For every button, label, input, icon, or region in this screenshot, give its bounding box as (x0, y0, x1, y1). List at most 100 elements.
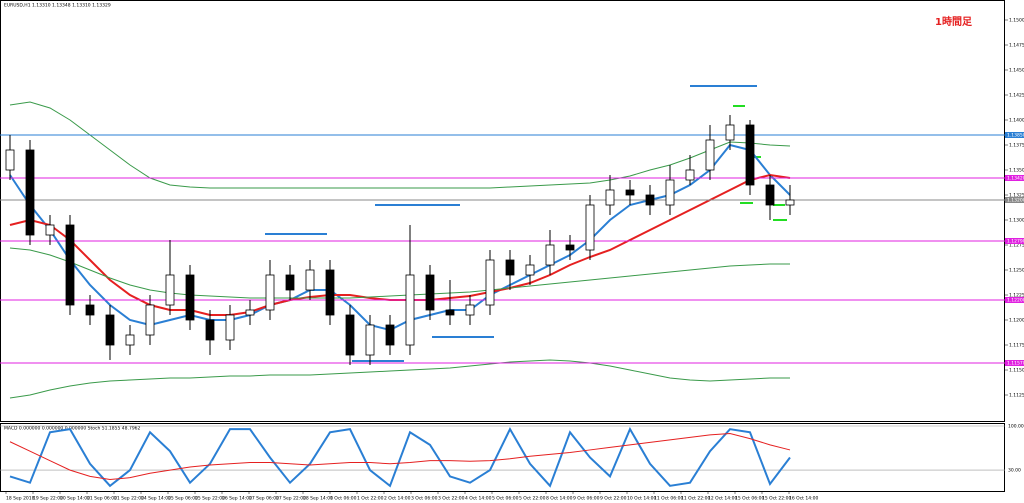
y-tick-label: 1.14250 (1009, 93, 1024, 99)
candle-body (665, 179, 675, 206)
price-label-box (1005, 175, 1024, 181)
x-tick-label: 27 Sep 06:00 (249, 496, 279, 502)
drawn-segments (265, 85, 787, 362)
candle-body (305, 269, 315, 291)
price-label: 1.13200 (1007, 198, 1024, 204)
candle-body (645, 194, 655, 206)
price-label: 1.12200 (1007, 298, 1024, 304)
candle-body (785, 199, 795, 206)
price-label: 1.13420 (1007, 176, 1024, 182)
x-tick-label: 18 Sep 2018 (6, 496, 35, 502)
candle-body (365, 324, 375, 356)
candle-body (465, 304, 475, 316)
y-tick-label: 1.14500 (1009, 68, 1024, 74)
candle-body (25, 149, 35, 236)
y-tick-label: 1.11250 (1009, 393, 1024, 399)
y-tick-label: 1.12000 (1009, 318, 1024, 324)
price-label-box (1005, 132, 1024, 138)
y-tick-label: 30.00 (1008, 468, 1021, 474)
candle-body (565, 244, 575, 251)
candle-body (345, 314, 355, 356)
candle-body (585, 204, 595, 251)
x-tick-label: 21 Sep 22:00 (114, 496, 144, 502)
candle-body (685, 169, 695, 181)
y-tick-label: 1.13000 (1009, 218, 1024, 224)
candle-body (445, 309, 455, 316)
price-label-box (1005, 297, 1024, 303)
price-label: 1.13850 (1007, 133, 1024, 139)
x-tick-label: 9 Oct 22:00 (600, 496, 627, 502)
candle-body (625, 189, 635, 196)
candle-body (745, 124, 755, 186)
x-tick-label: 11 Oct 22:00 (681, 496, 710, 502)
indicator-line (9, 247, 790, 299)
price-label: 1.12790 (1007, 239, 1024, 245)
x-tick-label: 3 Oct 06:00 (411, 496, 438, 502)
y-tick-label: 1.12500 (1009, 268, 1024, 274)
x-tick-label: 26 Sep 14:00 (222, 496, 252, 502)
x-tick-label: 11 Oct 06:00 (654, 496, 683, 502)
x-tick-label: 2 Oct 14:00 (384, 496, 411, 502)
y-tick-label: 1.15000 (1009, 18, 1024, 24)
x-tick-label: 28 Sep 14:00 (303, 496, 333, 502)
candle-body (385, 324, 395, 346)
sub-panel (0, 423, 1005, 492)
x-tick-label: 5 Oct 06:00 (492, 496, 519, 502)
price-label: 1.11570 (1007, 361, 1024, 367)
indicator-line (9, 426, 791, 488)
y-tick-label: 1.13500 (1009, 168, 1024, 174)
price-label-box (1005, 238, 1024, 244)
candle-body (545, 244, 555, 266)
price-label-box (1005, 360, 1024, 366)
x-tick-label: 5 Oct 22:00 (519, 496, 546, 502)
candle-body (65, 224, 75, 306)
x-tick-label: 24 Sep 14:00 (141, 496, 171, 502)
y-tick-label: 1.12250 (1009, 293, 1024, 299)
candle-body (485, 259, 495, 306)
x-tick-label: 4 Oct 14:00 (465, 496, 492, 502)
indicator-title: MACD 0.000000 0.000000 0.000000 Stoch 51… (4, 426, 141, 432)
candle-body (265, 274, 275, 311)
candle-body (205, 319, 215, 341)
candle-body (5, 149, 15, 171)
candle-body (525, 264, 535, 276)
candle-body (285, 274, 295, 291)
x-tick-label: 20 Sep 14:00 (60, 496, 90, 502)
x-tick-label: 12 Oct 14:00 (708, 496, 737, 502)
x-tick-label: 25 Sep 06:00 (168, 496, 198, 502)
x-tick-label: 9 Oct 06:00 (573, 496, 600, 502)
x-tick-label: 16 Oct 14:00 (789, 496, 818, 502)
candle-body (505, 259, 515, 276)
candle-body (105, 314, 115, 346)
y-tick-label: 1.14000 (1009, 118, 1024, 124)
x-tick-label: 1 Oct 22:00 (357, 496, 384, 502)
price-label-box (1005, 197, 1024, 203)
x-tick-label: 27 Sep 22:00 (276, 496, 306, 502)
x-tick-label: 25 Sep 22:00 (195, 496, 225, 502)
annotation: 1時間足 (935, 15, 973, 28)
y-tick-label: 1.13750 (1009, 143, 1024, 149)
candle-body (325, 269, 335, 316)
x-tick-label: 19 Sep 22:00 (33, 496, 63, 502)
y-tick-label: 1.14750 (1009, 43, 1024, 49)
candle-body (145, 304, 155, 336)
candle-body (225, 314, 235, 341)
candle-body (165, 274, 175, 306)
main-panel (0, 0, 1005, 422)
x-tick-label: 15 Oct 06:00 (735, 496, 764, 502)
candle-body (85, 304, 95, 316)
indicator-line (9, 359, 790, 399)
candle-body (245, 309, 255, 316)
candle-body (405, 274, 415, 346)
candle-body (605, 189, 615, 206)
x-tick-label: 15 Oct 22:00 (762, 496, 791, 502)
candle-body (425, 274, 435, 311)
chart-title: EURUSD,H1 1.13310 1.13348 1.13310 1.1332… (4, 3, 111, 9)
candle-body (765, 184, 775, 206)
y-tick-label: 1.12750 (1009, 243, 1024, 249)
candle-body (45, 224, 55, 236)
x-tick-label: 21 Sep 06:00 (87, 496, 117, 502)
x-tick-label: 8 Oct 14:00 (546, 496, 573, 502)
indicator-line (9, 101, 791, 189)
